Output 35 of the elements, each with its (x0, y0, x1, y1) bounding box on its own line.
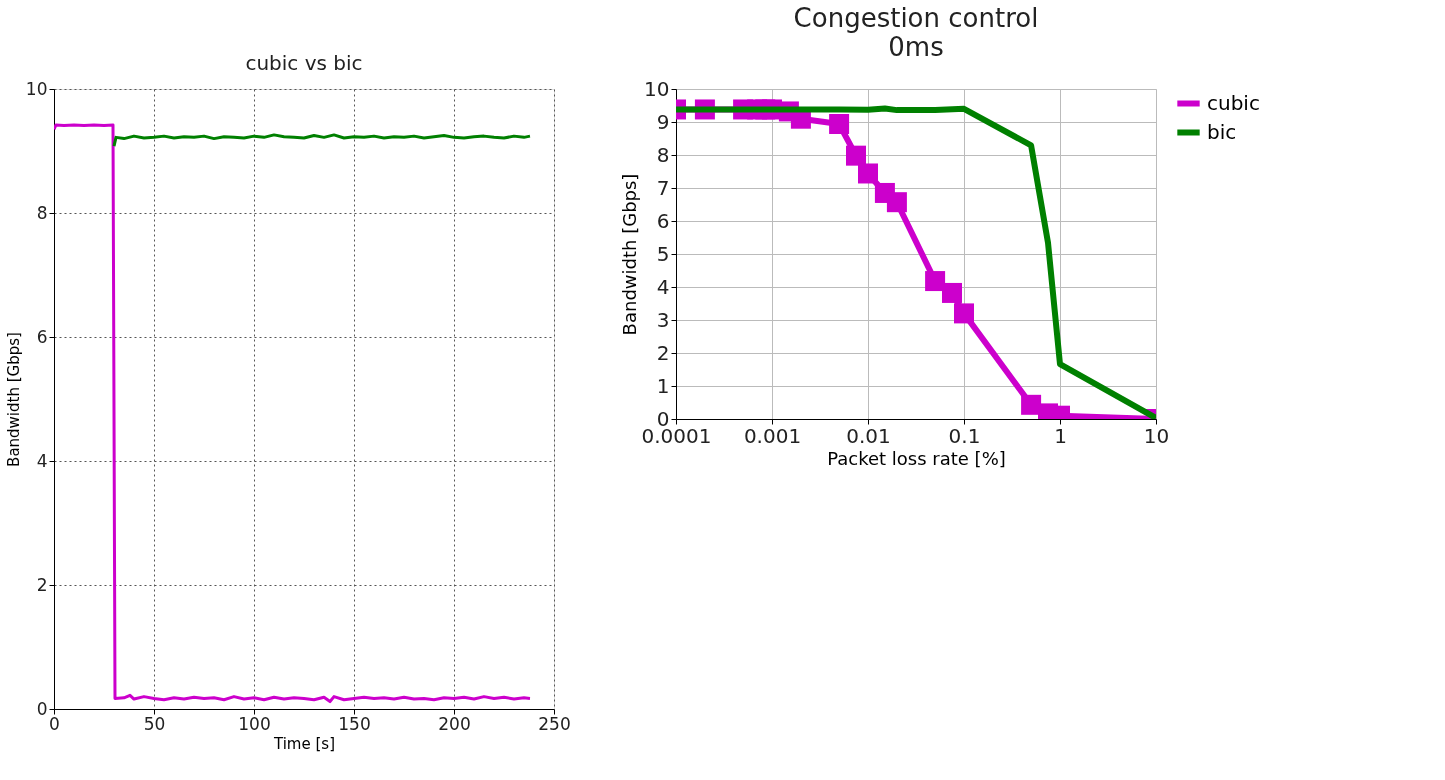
y-tick-label: 10 (25, 78, 48, 99)
y-tick-label: 1 (656, 373, 670, 398)
chart-title: cubic vs bic (245, 51, 363, 75)
x-tick-label: 200 (438, 713, 471, 734)
x-tick-label: 150 (338, 713, 371, 734)
x-tick-label: 50 (143, 713, 166, 734)
y-tick-label: 2 (656, 340, 670, 365)
y-tick-label: 7 (656, 175, 670, 200)
x-tick-label: 10 (1143, 423, 1170, 448)
y-tick-label: 6 (36, 326, 48, 347)
x-axis-title: Time [s] (273, 734, 335, 753)
y-tick-label: 4 (36, 450, 48, 471)
x-tick-label: 0.1 (948, 423, 981, 448)
y-tick-label: 2 (36, 574, 48, 595)
y-tick-label: 8 (36, 202, 48, 223)
legend-label: cubic (1207, 90, 1260, 115)
y-tick-label: 9 (656, 109, 670, 134)
y-axis-title: Bandwidth [Gbps] (4, 332, 23, 467)
y-tick-label: 0 (36, 698, 48, 719)
y-tick-label: 6 (656, 208, 670, 233)
x-tick-label: 0.01 (846, 423, 891, 448)
y-tick-label: 8 (656, 142, 670, 167)
x-tick-label: 100 (238, 713, 271, 734)
y-tick-label: 3 (656, 307, 670, 332)
y-tick-label: 5 (656, 241, 670, 266)
y-axis-title: Bandwidth [Gbps] (619, 173, 641, 336)
y-tick-label: 10 (644, 76, 670, 101)
chart-title: Congestion control (793, 3, 1039, 33)
x-tick-label: 0.001 (743, 423, 802, 448)
chart-subtitle: 0ms (888, 32, 944, 62)
x-tick-label: 250 (538, 713, 571, 734)
y-tick-label: 4 (656, 274, 670, 299)
x-axis-title: Packet loss rate [%] (827, 447, 1006, 469)
legend-label: bic (1207, 119, 1237, 144)
x-tick-label: 1 (1054, 423, 1067, 448)
